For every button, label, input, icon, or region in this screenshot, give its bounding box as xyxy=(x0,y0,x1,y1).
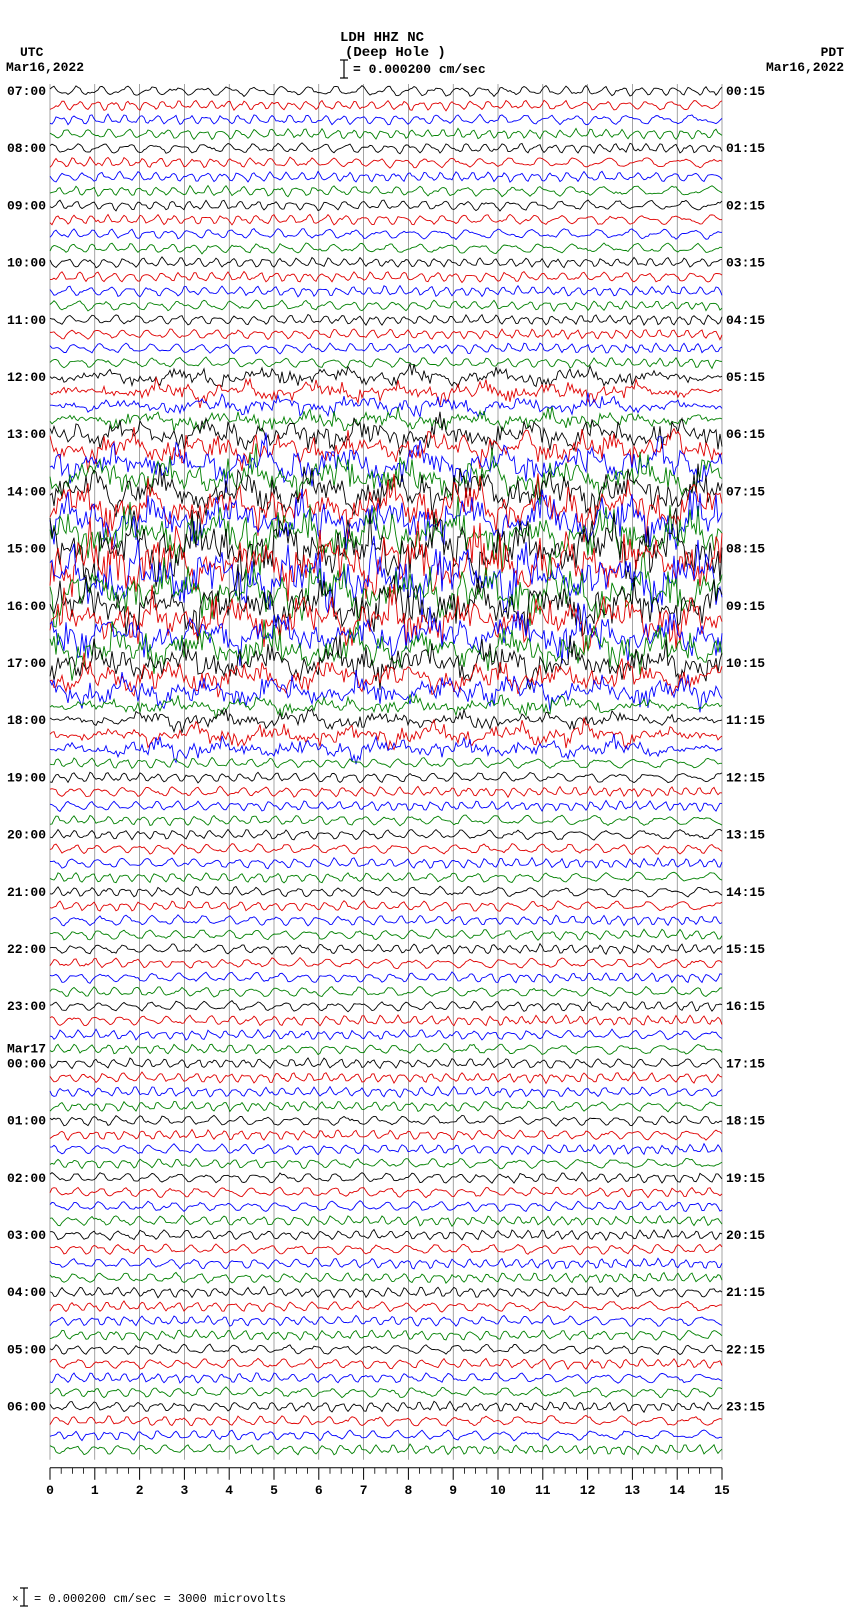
svg-text:10: 10 xyxy=(490,1483,506,1498)
svg-text:08:15: 08:15 xyxy=(726,542,765,557)
svg-text:08:00: 08:00 xyxy=(7,141,46,156)
seismogram-plot: 07:00 00:15 08:00 01:15 09:00 02:15 10:00 03:15… xyxy=(0,0,850,1500)
svg-text:14: 14 xyxy=(669,1483,685,1498)
svg-text:20:00: 20:00 xyxy=(7,828,46,843)
svg-text:13:15: 13:15 xyxy=(726,828,765,843)
svg-text:1: 1 xyxy=(91,1483,99,1498)
svg-text:9: 9 xyxy=(449,1483,457,1498)
svg-text:05:15: 05:15 xyxy=(726,370,765,385)
svg-text:3: 3 xyxy=(180,1483,188,1498)
svg-text:TIME (MINUTES): TIME (MINUTES) xyxy=(327,1499,445,1500)
svg-text:06:15: 06:15 xyxy=(726,427,765,442)
svg-text:16:00: 16:00 xyxy=(7,599,46,614)
svg-text:19:00: 19:00 xyxy=(7,770,46,785)
svg-text:15: 15 xyxy=(714,1483,730,1498)
svg-text:0: 0 xyxy=(46,1483,54,1498)
svg-text:7: 7 xyxy=(360,1483,368,1498)
svg-text:01:00: 01:00 xyxy=(7,1114,46,1129)
svg-text:23:00: 23:00 xyxy=(7,999,46,1014)
svg-text:15:15: 15:15 xyxy=(726,942,765,957)
svg-text:×: × xyxy=(12,1594,19,1606)
svg-text:11: 11 xyxy=(535,1483,551,1498)
svg-text:21:15: 21:15 xyxy=(726,1285,765,1300)
svg-text:14:00: 14:00 xyxy=(7,484,46,499)
svg-text:20:15: 20:15 xyxy=(726,1228,765,1243)
svg-text:02:15: 02:15 xyxy=(726,198,765,213)
svg-text:5: 5 xyxy=(270,1483,278,1498)
svg-text:21:00: 21:00 xyxy=(7,885,46,900)
svg-text:06:00: 06:00 xyxy=(7,1400,46,1415)
svg-text:12:00: 12:00 xyxy=(7,370,46,385)
svg-text:04:15: 04:15 xyxy=(726,313,765,328)
svg-text:07:00: 07:00 xyxy=(7,84,46,99)
svg-text:8: 8 xyxy=(404,1483,412,1498)
svg-text:05:00: 05:00 xyxy=(7,1342,46,1357)
svg-text:13:00: 13:00 xyxy=(7,427,46,442)
svg-text:22:15: 22:15 xyxy=(726,1342,765,1357)
svg-text:03:15: 03:15 xyxy=(726,256,765,271)
svg-text:15:00: 15:00 xyxy=(7,542,46,557)
svg-text:12: 12 xyxy=(580,1483,596,1498)
svg-text:18:15: 18:15 xyxy=(726,1114,765,1129)
svg-text:18:00: 18:00 xyxy=(7,713,46,728)
svg-text:4: 4 xyxy=(225,1483,233,1498)
svg-text:12:15: 12:15 xyxy=(726,770,765,785)
svg-text:02:00: 02:00 xyxy=(7,1171,46,1186)
svg-text:01:15: 01:15 xyxy=(726,141,765,156)
footer-scale-icon: × xyxy=(12,1586,30,1608)
svg-text:2: 2 xyxy=(136,1483,144,1498)
svg-text:22:00: 22:00 xyxy=(7,942,46,957)
svg-text:17:00: 17:00 xyxy=(7,656,46,671)
svg-text:17:15: 17:15 xyxy=(726,1056,765,1071)
svg-text:00:15: 00:15 xyxy=(726,84,765,99)
svg-text:09:15: 09:15 xyxy=(726,599,765,614)
svg-text:14:15: 14:15 xyxy=(726,885,765,900)
svg-text:03:00: 03:00 xyxy=(7,1228,46,1243)
footer-conv: = 0.000200 cm/sec = 3000 microvolts xyxy=(34,1592,286,1606)
svg-text:11:15: 11:15 xyxy=(726,713,765,728)
svg-text:10:15: 10:15 xyxy=(726,656,765,671)
svg-text:6: 6 xyxy=(315,1483,323,1498)
svg-text:16:15: 16:15 xyxy=(726,999,765,1014)
svg-text:10:00: 10:00 xyxy=(7,256,46,271)
svg-text:07:15: 07:15 xyxy=(726,484,765,499)
svg-text:09:00: 09:00 xyxy=(7,198,46,213)
svg-text:11:00: 11:00 xyxy=(7,313,46,328)
svg-text:00:00: 00:00 xyxy=(7,1056,46,1071)
svg-text:13: 13 xyxy=(625,1483,641,1498)
svg-text:Mar17: Mar17 xyxy=(7,1041,46,1056)
svg-text:19:15: 19:15 xyxy=(726,1171,765,1186)
svg-text:23:15: 23:15 xyxy=(726,1400,765,1415)
svg-text:04:00: 04:00 xyxy=(7,1285,46,1300)
seismogram-page: LDH HHZ NC (Deep Hole ) = 0.000200 cm/se… xyxy=(0,0,850,1613)
